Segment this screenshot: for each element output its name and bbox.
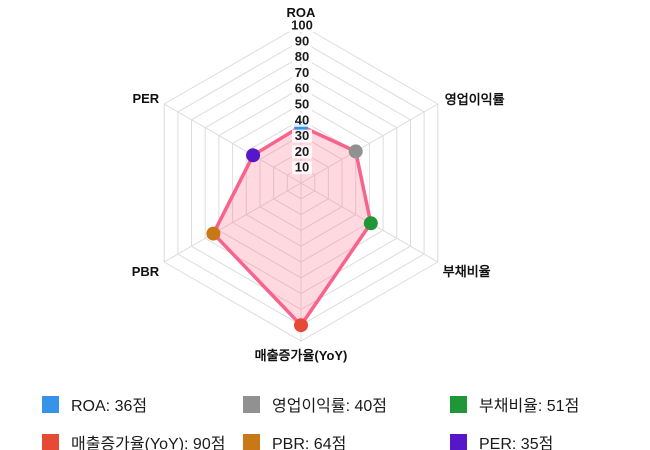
radar-data-point-2[interactable] xyxy=(363,216,378,231)
radar-spoke xyxy=(300,103,439,184)
legend-swatch-debt-ratio xyxy=(450,395,467,413)
radar-tick-label: 10 xyxy=(295,160,309,175)
legend-label-revenue-growth: 매출증가율(YoY): 90점 xyxy=(71,436,226,450)
radar-axis-label-1: 영업이익률 xyxy=(445,92,505,107)
radar-tick-label: 100 xyxy=(291,18,313,33)
radar-tick-backdrop xyxy=(292,34,312,48)
radar-tick-label: 70 xyxy=(295,65,309,80)
radar-tick-backdrop xyxy=(292,145,312,159)
radar-tick-backdrop xyxy=(292,129,312,143)
legend-label-pbr: PBR: 64점 xyxy=(272,436,347,450)
radar-axis-label-2: 부채비율 xyxy=(443,264,491,279)
legend-item-per[interactable]: PER: 35점 xyxy=(450,430,650,450)
radar-spoke xyxy=(163,103,302,184)
legend-label-debt-ratio: 부채비율: 51점 xyxy=(479,398,580,415)
legend-swatch-roa xyxy=(42,395,59,413)
radar-data-point-1[interactable] xyxy=(348,144,363,159)
radar-tick-backdrop xyxy=(292,66,312,80)
legend-label-operating-margin: 영업이익률: 40점 xyxy=(272,398,388,415)
legend-swatch-operating-margin xyxy=(243,395,260,413)
legend-swatch-per xyxy=(450,433,467,450)
legend-swatch-pbr xyxy=(243,433,260,450)
radar-tick-label: 40 xyxy=(295,112,309,127)
legend-item-roa[interactable]: ROA: 36점 xyxy=(42,392,243,416)
radar-axis-label-3: 매출증가율(YoY) xyxy=(255,348,348,363)
radar-tick-label: 50 xyxy=(295,97,309,112)
legend-label-per: PER: 35점 xyxy=(479,436,554,450)
radar-tick-backdrop xyxy=(292,82,312,96)
radar-tick-backdrop xyxy=(292,98,312,111)
radar-tick-label: 30 xyxy=(295,128,309,143)
legend-item-debt-ratio[interactable]: 부채비율: 51점 xyxy=(450,392,650,416)
radar-tick-label: 60 xyxy=(295,81,309,96)
legend-item-operating-margin[interactable]: 영업이익률: 40점 xyxy=(243,392,450,416)
radar-axis-label-0: ROA xyxy=(287,5,317,20)
radar-axis-label-4: PBR xyxy=(132,264,160,279)
chart-legend: ROA: 36점 영업이익률: 40점 부채비율: 51점 매출증가율(YoY)… xyxy=(0,392,650,450)
radar-tick-backdrop xyxy=(292,113,312,127)
legend-label-roa: ROA: 36점 xyxy=(71,398,148,415)
legend-item-pbr[interactable]: PBR: 64점 xyxy=(243,430,450,450)
radar-spoke xyxy=(163,182,302,263)
radar-tick-label: 80 xyxy=(295,49,309,64)
radar-data-point-3[interactable] xyxy=(294,318,308,333)
radar-tick-label: 90 xyxy=(295,33,309,48)
radar-tick-label: 20 xyxy=(295,144,309,159)
radar-data-point-5[interactable] xyxy=(246,148,261,163)
legend-item-revenue-growth[interactable]: 매출증가율(YoY): 90점 xyxy=(42,430,243,450)
radar-data-point-4[interactable] xyxy=(206,226,221,241)
radar-axis-label-5: PER xyxy=(132,91,159,106)
radar-tick-backdrop xyxy=(292,50,312,64)
legend-swatch-revenue-growth xyxy=(42,433,59,450)
radar-tick-backdrop xyxy=(288,19,316,32)
radar-tick-backdrop xyxy=(292,161,312,175)
